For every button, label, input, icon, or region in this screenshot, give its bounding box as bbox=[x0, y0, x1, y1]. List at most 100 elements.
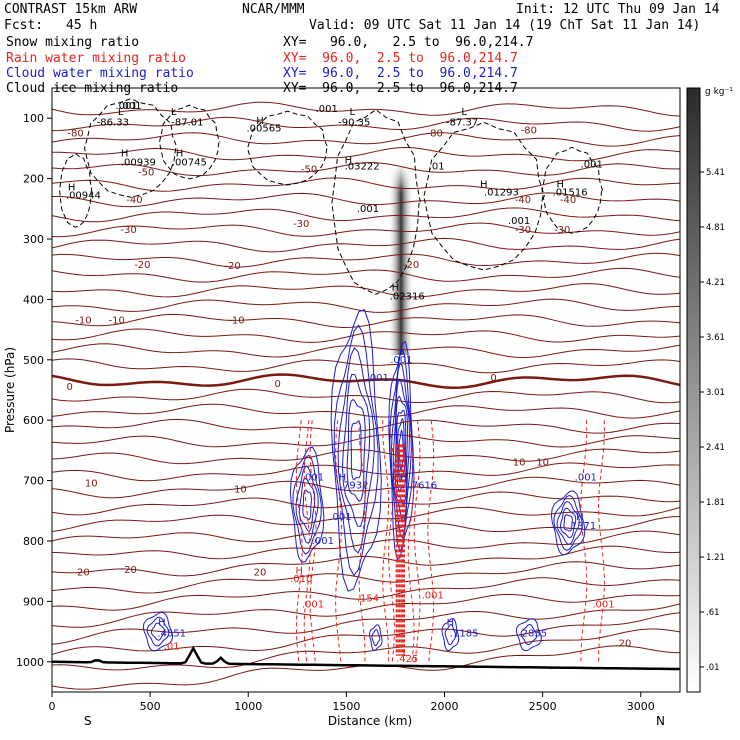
rain-contour bbox=[303, 420, 311, 662]
colorbar-tick-label: .01 bbox=[706, 663, 720, 673]
isotherm-label: -50 bbox=[301, 165, 317, 176]
rain-contour bbox=[335, 420, 343, 662]
cloud-water-contour bbox=[330, 308, 382, 592]
isotherm-label: -20 bbox=[224, 261, 240, 272]
model-title: CONTRAST 15km ARW bbox=[4, 2, 138, 17]
cloud-water-contour bbox=[389, 348, 414, 553]
ice-label: .00565 bbox=[246, 123, 281, 134]
rain-label: .001 bbox=[422, 590, 444, 601]
snow-label: L bbox=[349, 107, 355, 118]
cloud-water-contour bbox=[441, 618, 460, 652]
field-cloud-water-name: Cloud water mixing ratio bbox=[6, 66, 194, 81]
isotherm-label: 20 bbox=[124, 565, 137, 576]
colorbar-tick-label: 5.41 bbox=[706, 168, 725, 178]
isotherm-label: -80 bbox=[521, 125, 537, 136]
forecast-label: Fcst: bbox=[4, 18, 44, 33]
isotherm-line bbox=[52, 433, 680, 448]
y-tick-label: 500 bbox=[23, 354, 44, 367]
y-tick-label: 1000 bbox=[16, 656, 44, 669]
ice-label: -87.37 bbox=[446, 117, 478, 128]
snow-label: L bbox=[461, 107, 467, 118]
isotherm-line bbox=[52, 177, 680, 192]
rain-label: .154 bbox=[357, 593, 379, 604]
ice-contour bbox=[59, 152, 93, 228]
rain-label: .001 bbox=[302, 599, 324, 610]
isotherm-label: 10 bbox=[85, 479, 98, 490]
cloud-water-label: .001 bbox=[312, 536, 334, 547]
isotherm-label: -80 bbox=[427, 128, 443, 139]
cloud-water-contour bbox=[337, 347, 375, 554]
isotherm-label: 10 bbox=[536, 458, 549, 469]
field-rain-name: Rain water mixing ratio bbox=[6, 51, 187, 66]
cloud-water-label: .2835 bbox=[518, 628, 547, 639]
colorbar-tick-label: 3.61 bbox=[706, 333, 725, 343]
isotherm-line bbox=[52, 116, 680, 132]
ice-contour bbox=[541, 146, 604, 234]
isotherm-line bbox=[52, 283, 680, 298]
isotherm-label: 0 bbox=[66, 382, 72, 393]
colorbar-tick-label: .61 bbox=[706, 608, 720, 618]
rain-label: .425 bbox=[396, 654, 418, 665]
ice-label: -90.35 bbox=[338, 117, 370, 128]
rain-contour bbox=[580, 420, 588, 662]
colorbar-tick-label: 1.21 bbox=[706, 553, 725, 563]
isotherm-label: -40 bbox=[126, 195, 142, 206]
isotherm-line bbox=[52, 603, 680, 645]
rain-contour bbox=[427, 420, 435, 662]
snow-label: .001 bbox=[357, 204, 379, 215]
ice-label: .00745 bbox=[172, 157, 207, 168]
cloud-water-label: .001 bbox=[367, 373, 389, 384]
plot-frame bbox=[51, 87, 681, 693]
ice-label: .001 bbox=[581, 160, 603, 171]
snow-label: H bbox=[345, 156, 353, 167]
x-tick-label: 3000 bbox=[627, 700, 655, 713]
x-axis-north: N bbox=[656, 714, 665, 728]
y-tick-label: 800 bbox=[23, 535, 44, 548]
isotherm-label: -10 bbox=[75, 316, 91, 327]
isotherm-line bbox=[52, 561, 680, 594]
cloud-water-contour bbox=[341, 373, 371, 528]
rain-label: L bbox=[402, 648, 408, 659]
rain-contour bbox=[382, 420, 390, 662]
cloud-water-contour bbox=[150, 622, 165, 641]
ice-label: .00944 bbox=[66, 191, 101, 202]
isotherm-label: 20 bbox=[619, 639, 632, 650]
rain-label: .01 bbox=[164, 642, 180, 653]
isotherm-line bbox=[52, 192, 680, 208]
cloud-water-contour bbox=[392, 379, 411, 522]
ice-label: .01293 bbox=[484, 188, 519, 199]
isotherm-label: -20 bbox=[134, 260, 150, 271]
isotherm-label: -40 bbox=[560, 195, 576, 206]
ice-label: .001 bbox=[508, 216, 530, 227]
valid-time: Valid: 09 UTC Sat 11 Jan 14 (19 ChT Sat … bbox=[309, 18, 701, 33]
x-tick-label: 1500 bbox=[332, 700, 360, 713]
x-tick-label: 500 bbox=[140, 700, 161, 713]
colorbar-tick-label: 4.21 bbox=[706, 278, 725, 288]
cloud-water-label: .001 bbox=[575, 473, 597, 484]
colorbar-tick-label: 3.01 bbox=[706, 388, 725, 398]
ice-label: .01516 bbox=[553, 188, 588, 199]
isotherm-line bbox=[52, 267, 680, 283]
isotherm-line bbox=[52, 462, 680, 482]
y-tick-label: 300 bbox=[23, 233, 44, 246]
terrain-line bbox=[52, 645, 680, 671]
isotherm-label: -20 bbox=[403, 260, 419, 271]
cloud-water-label: .001 bbox=[302, 473, 324, 484]
cloud-water-contour bbox=[302, 489, 312, 521]
ice-contour bbox=[331, 109, 421, 295]
ice-label: .001 bbox=[119, 101, 141, 112]
snow-label: .001 bbox=[316, 104, 338, 115]
x-tick-label: 1000 bbox=[234, 700, 262, 713]
rain-contour bbox=[295, 420, 303, 662]
y-axis-label: Pressure (hPa) bbox=[3, 347, 17, 433]
ice-contour bbox=[158, 104, 221, 180]
isotherm-line bbox=[52, 252, 680, 268]
isotherm-line bbox=[52, 418, 680, 434]
cloud-water-contour bbox=[142, 611, 174, 652]
cloud-water-label: H bbox=[158, 618, 166, 629]
isotherm-label: 20 bbox=[77, 567, 90, 578]
isotherm-line bbox=[52, 530, 680, 560]
isotherm-line bbox=[52, 132, 680, 147]
isotherm-label: -50 bbox=[138, 168, 154, 179]
y-tick-label: 700 bbox=[23, 475, 44, 488]
